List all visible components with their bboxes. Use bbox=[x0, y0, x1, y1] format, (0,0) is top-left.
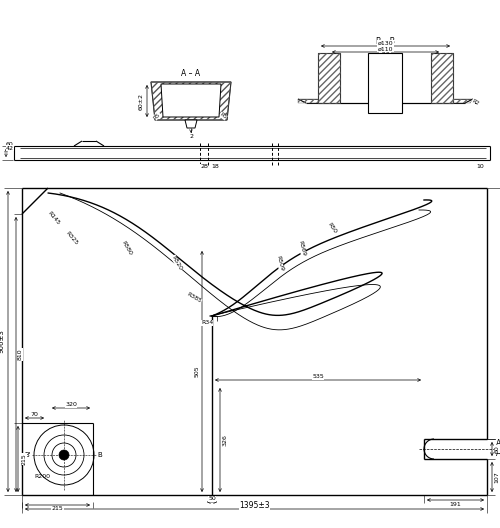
Text: 2: 2 bbox=[189, 134, 193, 138]
Text: B – B: B – B bbox=[376, 36, 395, 45]
Polygon shape bbox=[161, 84, 221, 117]
Text: 50: 50 bbox=[208, 496, 216, 502]
Text: R145: R145 bbox=[47, 210, 61, 226]
Text: B': B' bbox=[24, 452, 32, 458]
Text: 326: 326 bbox=[222, 434, 228, 446]
Text: 60±2: 60±2 bbox=[138, 92, 143, 109]
Text: 215: 215 bbox=[52, 506, 64, 512]
Polygon shape bbox=[151, 82, 231, 120]
Text: R325: R325 bbox=[65, 230, 79, 246]
Text: R5: R5 bbox=[152, 111, 162, 120]
Text: R2: R2 bbox=[470, 99, 480, 107]
Text: R5: R5 bbox=[218, 112, 228, 120]
Text: 906±3: 906±3 bbox=[0, 329, 5, 353]
Text: 10: 10 bbox=[476, 165, 484, 169]
Text: 215: 215 bbox=[22, 453, 26, 465]
Polygon shape bbox=[368, 53, 402, 113]
Text: 191: 191 bbox=[450, 502, 462, 506]
Text: 12: 12 bbox=[388, 104, 392, 112]
Text: R34: R34 bbox=[201, 320, 213, 325]
Text: A – A: A – A bbox=[182, 70, 201, 79]
Text: A: A bbox=[496, 439, 500, 448]
Text: 505: 505 bbox=[194, 366, 200, 378]
Text: 107: 107 bbox=[494, 471, 500, 483]
Text: 60: 60 bbox=[6, 142, 14, 146]
Text: B: B bbox=[98, 452, 102, 458]
Text: A: A bbox=[496, 449, 500, 458]
Text: 42: 42 bbox=[6, 146, 14, 150]
Text: 810: 810 bbox=[18, 348, 22, 360]
Polygon shape bbox=[431, 53, 453, 103]
Text: 320: 320 bbox=[65, 402, 77, 408]
Text: ø110: ø110 bbox=[378, 46, 393, 52]
Text: R385: R385 bbox=[186, 292, 202, 304]
Text: 18: 18 bbox=[211, 165, 219, 169]
Text: ø130: ø130 bbox=[378, 41, 394, 45]
Text: 535: 535 bbox=[312, 374, 324, 380]
Text: 28: 28 bbox=[200, 165, 208, 169]
Text: R200: R200 bbox=[34, 475, 50, 479]
Text: R50: R50 bbox=[326, 222, 338, 234]
Circle shape bbox=[59, 450, 69, 460]
Text: 60: 60 bbox=[494, 445, 500, 453]
Text: R509: R509 bbox=[276, 254, 284, 271]
Polygon shape bbox=[185, 120, 197, 128]
Polygon shape bbox=[318, 53, 340, 103]
Text: R520: R520 bbox=[171, 255, 183, 271]
Text: R580: R580 bbox=[121, 240, 133, 256]
Text: R569: R569 bbox=[298, 240, 306, 257]
Text: 1395±3: 1395±3 bbox=[239, 502, 270, 511]
Text: 70: 70 bbox=[30, 411, 38, 417]
Text: ø90: ø90 bbox=[379, 52, 391, 56]
